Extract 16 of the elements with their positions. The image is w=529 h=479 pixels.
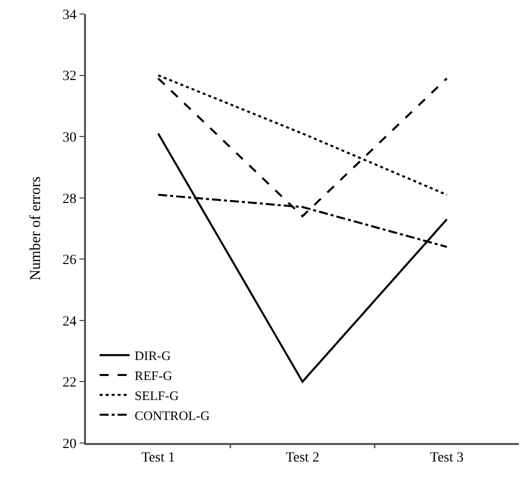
x-tick-label: Test 3 bbox=[430, 450, 464, 466]
y-tick-label: 24 bbox=[62, 314, 76, 330]
legend-label: SELF-G bbox=[134, 388, 179, 403]
y-tick-label: 32 bbox=[62, 69, 76, 84]
y-tick-label: 28 bbox=[62, 192, 76, 207]
y-axis-title: Number of errors bbox=[28, 176, 44, 281]
y-tick-label: 30 bbox=[62, 130, 76, 146]
x-tick-label: Test 1 bbox=[141, 450, 175, 466]
x-tick-label: Test 2 bbox=[286, 450, 320, 466]
y-tick-label: 26 bbox=[62, 253, 76, 268]
y-tick-label: 34 bbox=[62, 8, 76, 23]
y-tick-label: 22 bbox=[62, 376, 76, 391]
y-tick-label: 20 bbox=[62, 436, 76, 452]
legend-label: REF-G bbox=[134, 368, 172, 384]
legend-label: DIR-G bbox=[134, 348, 171, 364]
legend-label: CONTROL-G bbox=[134, 408, 210, 423]
